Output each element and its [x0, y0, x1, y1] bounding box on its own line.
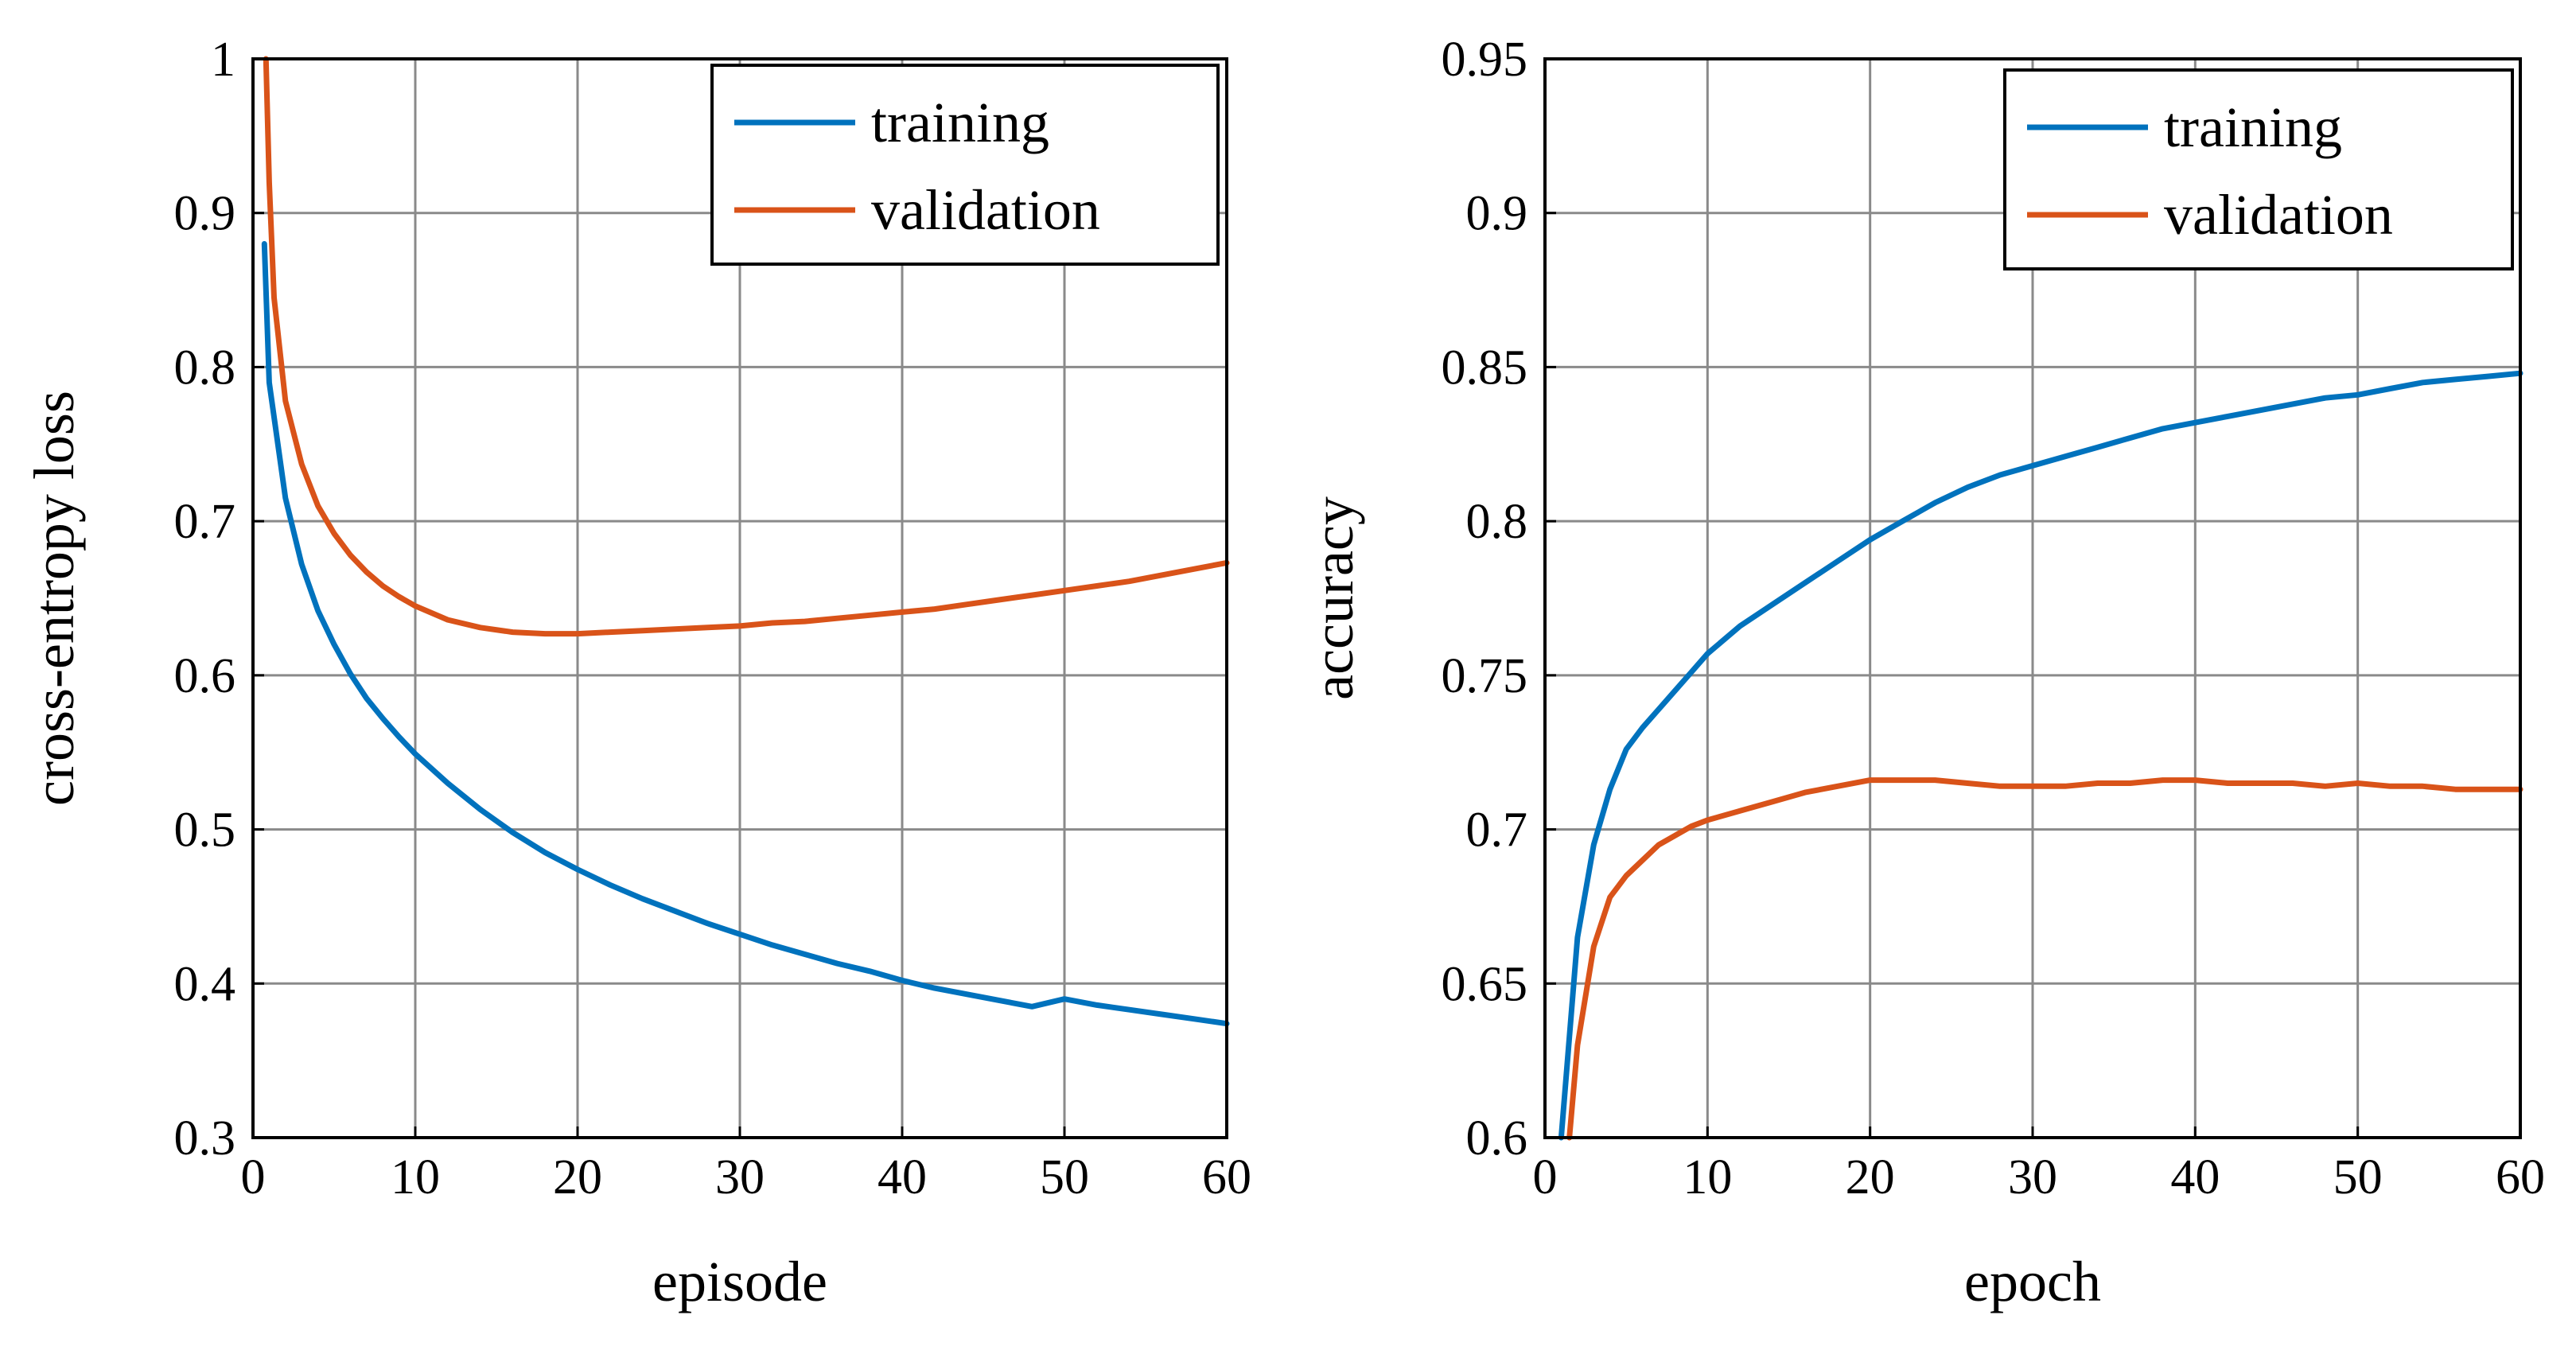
- accuracy-legend-validation-label: validation: [2164, 183, 2393, 247]
- accuracy-y-ticks: 0.6 0.65 0.7 0.75 0.8 0.85 0.9 0.95: [1442, 33, 1556, 1165]
- accuracy-y-tick-label: 0.65: [1442, 957, 1528, 1011]
- accuracy-legend-training-label: training: [2164, 95, 2342, 159]
- accuracy-x-tick-label: 60: [2496, 1150, 2545, 1204]
- accuracy-y-tick-label: 0.95: [1442, 33, 1528, 87]
- accuracy-y-tick-label: 0.85: [1442, 340, 1528, 395]
- loss-y-axis-label: cross-entropy loss: [22, 391, 86, 806]
- loss-x-tick-label: 10: [391, 1150, 440, 1204]
- accuracy-x-tick-label: 30: [2008, 1150, 2057, 1204]
- loss-x-tick-label: 40: [877, 1150, 927, 1204]
- accuracy-series-training-line: [1558, 370, 2523, 1141]
- loss-x-tick-label: 0: [241, 1150, 266, 1204]
- accuracy-y-tick-label: 0.9: [1466, 187, 1528, 241]
- accuracy-y-axis-label: accuracy: [1302, 496, 1365, 700]
- loss-y-tick-label: 0.9: [174, 187, 236, 241]
- accuracy-chart-panel: 0 10 20 30 40 50 60 0.60.650.70.750.80.850.90.…: [1302, 33, 2545, 1313]
- loss-y-ticks: 0.3 0.4 0.5 0.6 0.7 0.8 0.9 1: [174, 33, 264, 1165]
- accuracy-x-tick-label: 40: [2170, 1150, 2220, 1204]
- accuracy-x-ticks: 0 10 20 30 40 50 60: [1533, 1126, 2545, 1204]
- loss-series-layer: [261, 56, 1230, 1027]
- loss-y-tick-label: 0.7: [174, 495, 236, 549]
- loss-y-tick-label: 1: [211, 33, 235, 87]
- accuracy-y-tick-label: 0.7: [1466, 804, 1528, 858]
- loss-legend-box: [710, 64, 1220, 266]
- accuracy-x-tick-label: 50: [2333, 1150, 2383, 1204]
- loss-series-validation-line: [263, 56, 1230, 637]
- loss-legend-validation-label: validation: [871, 178, 1100, 242]
- accuracy-x-tick-label: 0: [1533, 1150, 1558, 1204]
- loss-legend: training validation: [710, 64, 1220, 266]
- loss-x-tick-label: 20: [553, 1150, 602, 1204]
- accuracy-y-tick-label: 0.75: [1442, 649, 1528, 703]
- accuracy-series-validation-line: [1566, 777, 2523, 1141]
- loss-y-tick-label: 0.4: [174, 957, 236, 1011]
- accuracy-y-tick-label: 0.6: [1466, 1111, 1528, 1165]
- accuracy-legend: training validation: [2003, 68, 2514, 270]
- loss-legend-training-label: training: [871, 91, 1049, 154]
- loss-x-tick-label: 50: [1040, 1150, 1089, 1204]
- accuracy-x-tick-label: 10: [1683, 1150, 1732, 1204]
- loss-y-tick-label: 0.5: [174, 804, 236, 858]
- accuracy-x-tick-label: 20: [1846, 1150, 1895, 1204]
- accuracy-legend-box: [2003, 68, 2514, 270]
- accuracy-series-layer: [1558, 370, 2523, 1141]
- accuracy-y-tick-label: 0.8: [1466, 495, 1528, 549]
- accuracy-x-axis-label: epoch: [1964, 1250, 2101, 1313]
- loss-series-training-line: [261, 241, 1230, 1027]
- loss-x-tick-label: 30: [715, 1150, 765, 1204]
- loss-y-tick-label: 0.8: [174, 340, 236, 395]
- loss-chart-panel: 0 10 20 30 40 50 60 0.3 0.4 0.5 0.6 0.7 0.8 0.9 1 epi…: [22, 33, 1251, 1313]
- loss-x-tick-label: 60: [1202, 1150, 1251, 1204]
- loss-x-ticks: 0 10 20 30 40 50 60: [241, 1126, 1251, 1204]
- loss-y-tick-label: 0.6: [174, 649, 236, 703]
- loss-y-tick-label: 0.3: [174, 1111, 236, 1165]
- loss-x-axis-label: episode: [652, 1250, 827, 1313]
